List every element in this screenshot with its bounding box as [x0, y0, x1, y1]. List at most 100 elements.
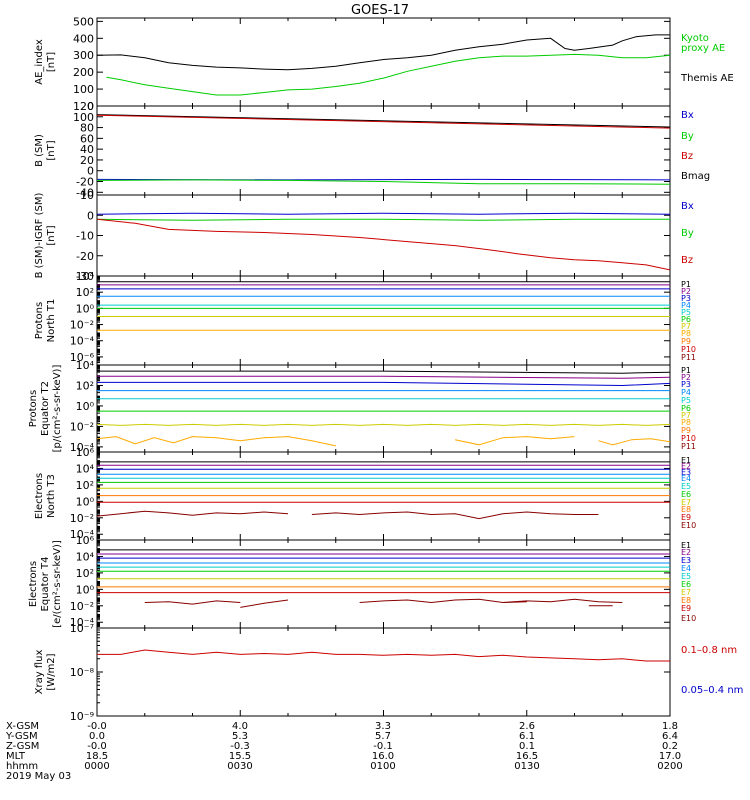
y-axis-label: [nT]: [46, 225, 57, 245]
y-tick-label: 10⁻⁶: [70, 351, 95, 364]
legend-entry: 0.1–0.8 nm: [681, 645, 737, 656]
y-axis-label: [W/m2]: [46, 653, 57, 690]
series-line-b_igrf-1: [97, 218, 670, 221]
y-tick-label: 10⁰: [76, 495, 95, 508]
footer-value: 15.5: [229, 751, 251, 762]
legend-entry: P2: [681, 373, 691, 382]
y-axis-label: [p/(cm²-s-sr-keV)]: [52, 365, 63, 453]
legend-entry: Bx: [681, 201, 694, 212]
y-tick-label: -40: [76, 186, 94, 199]
y-axis-label: B (SM): [34, 134, 45, 167]
footer-value: 0.0: [89, 731, 105, 742]
y-tick-label: 10⁻²: [70, 319, 94, 332]
legend-entry: E1: [681, 541, 691, 550]
y-tick-label: 10⁻⁷: [70, 622, 94, 635]
series-line-b_sm-0: [97, 114, 670, 128]
panel-p_north: 10⁴ 10² 10⁰ 10⁻² 10⁻⁴ 10⁻⁶ Protons North T1 P1P2…: [34, 270, 696, 366]
legend-entry: E10: [681, 614, 696, 623]
footer-value: 6.1: [519, 731, 535, 742]
series-line-b_igrf-0: [97, 212, 670, 215]
y-tick-label: 10²: [76, 379, 94, 392]
footer-value: 0100: [370, 761, 395, 772]
legend-entry: P7: [681, 411, 691, 420]
legend-entry: P11: [681, 442, 696, 451]
y-tick-label: 120: [73, 100, 94, 113]
legend-entry: P5: [681, 396, 691, 405]
footer-value: 4.0: [232, 721, 248, 732]
legend-entry: E8: [681, 505, 691, 514]
footer-value: 6.4: [662, 731, 678, 742]
series-line-e_north-10: [311, 511, 599, 520]
footer-value: 5.7: [375, 731, 391, 742]
legend-entry: E10: [681, 521, 696, 530]
y-tick-label: 10⁻²: [70, 600, 94, 613]
legend-entry: E9: [681, 604, 691, 613]
legend-entry: Themis AE: [680, 73, 734, 84]
legend-entry: E6: [681, 490, 691, 499]
legend-entry: E3: [681, 556, 691, 565]
legend-entry: E4: [681, 564, 691, 573]
y-axis-label: North T3: [46, 474, 57, 518]
y-tick-label: 100: [73, 111, 94, 124]
y-tick-label: 10⁰: [76, 583, 95, 596]
panel-frame: [96, 627, 671, 717]
legend-entry: P1: [681, 366, 691, 375]
y-tick-label: 10: [80, 189, 94, 202]
y-tick-label: 10⁻²: [70, 420, 94, 433]
panel-e_equator: 10⁶ 10⁴ 10² 10⁰ 10⁻² 10⁻⁴ Electrons Equator T4[…: [28, 534, 696, 629]
y-tick-label: 0: [87, 209, 94, 222]
legend-entry: E1: [681, 456, 691, 465]
series-line-e_equator-12: [502, 598, 623, 603]
y-tick-label: 10⁻⁴: [70, 616, 95, 629]
footer-value: 0.2: [662, 741, 678, 752]
y-tick-label: 10²: [76, 479, 94, 492]
y-axis-label: Electrons: [34, 473, 45, 519]
footer-value: -0.0: [87, 741, 107, 752]
y-axis-label: Xray flux: [34, 650, 45, 695]
y-tick-label: 10⁴: [76, 270, 95, 283]
legend-entry: Bz: [681, 255, 693, 266]
panel-xray: 10⁻⁷ 10⁻⁸ 10⁻⁹ Xray flux [W/m2] 0.1–0.8 nm 0.0…: [34, 622, 743, 723]
series-line-p_equator-1: [97, 375, 670, 379]
y-axis-label: Equator T2: [40, 381, 51, 436]
legend-entry: P10: [681, 434, 696, 443]
y-axis-label: AE_index: [34, 39, 45, 85]
y-tick-label: 10⁰: [76, 400, 95, 413]
legend-entry: By: [681, 131, 694, 142]
footer-value: 5.3: [232, 731, 248, 742]
legend-entry: P7: [681, 322, 691, 331]
y-tick-label: -20: [76, 176, 94, 189]
legend-entry: E2: [681, 462, 691, 471]
legend-entry: E8: [681, 596, 691, 605]
legend-entry: P6: [681, 404, 691, 413]
ephemeris-footer: X-GSM -0.0 4.0 3.3 2.6 1.8 Y-GSM 0.0 5.3 5.7 6.1 6.…: [5, 721, 683, 782]
y-axis-label: Protons: [28, 390, 39, 427]
panel-frame: [96, 194, 671, 277]
legend-entry: E3: [681, 468, 691, 477]
legend-entry: P9: [681, 426, 691, 435]
legend-entry: Kyoto: [681, 33, 709, 44]
series-line-b_igrf-2: [97, 218, 670, 271]
legend-entry: E7: [681, 588, 691, 597]
legend-entry: P4: [681, 388, 691, 397]
footer-value: 3.3: [375, 721, 391, 732]
series-line-ae-0: [97, 34, 670, 71]
y-tick-label: 80: [80, 122, 94, 135]
legend-entry: E6: [681, 580, 691, 589]
legend-entry: P8: [681, 418, 691, 427]
panel-p_equator: 10⁴ 10² 10⁰ 10⁻² 10⁻⁴ Protons Equator T2 [p/(cm…: [28, 359, 696, 454]
legend-entry: E5: [681, 482, 691, 491]
y-tick-label: 10⁴: [76, 462, 95, 475]
y-axis-label: Protons: [34, 302, 45, 339]
footer-row-label: Y-GSM: [5, 731, 38, 742]
footer-row-label: hhmm: [6, 761, 38, 772]
footer-value: 16.0: [372, 751, 394, 762]
y-tick-label: 10⁴: [76, 359, 95, 372]
y-tick-label: 100: [73, 83, 94, 96]
footer-value: 17.0: [659, 751, 681, 762]
y-tick-label: 10⁻²: [70, 512, 94, 525]
series-line-p_equator-7: [97, 436, 336, 447]
series-line-p_equator-8: [454, 436, 575, 446]
legend-entry: By: [681, 228, 694, 239]
footer-value: 0200: [657, 761, 682, 772]
